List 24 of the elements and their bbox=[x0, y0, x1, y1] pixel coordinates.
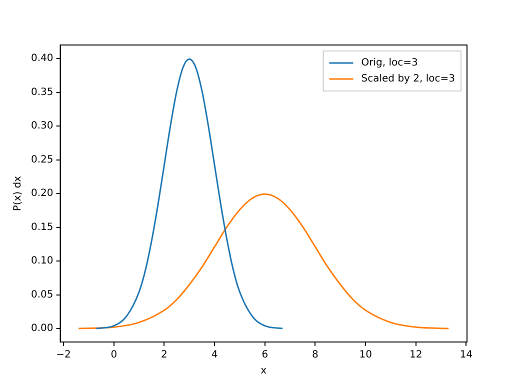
y-tick-label: 0.00 bbox=[31, 323, 54, 334]
x-tick-label: 0 bbox=[110, 350, 118, 361]
x-axis-title: x bbox=[260, 366, 267, 377]
line-series bbox=[78, 193, 450, 330]
x-tick-label: 8 bbox=[312, 350, 318, 361]
x-tick-label: 2 bbox=[161, 350, 168, 361]
x-tick-label: 6 bbox=[262, 350, 268, 361]
legend-label: Orig, loc=3 bbox=[361, 58, 418, 69]
x-tick-label: −2 bbox=[56, 350, 71, 361]
y-tick-label: 0.40 bbox=[31, 53, 54, 64]
y-tick-label: 0.35 bbox=[31, 86, 54, 98]
y-tick-label: 0.05 bbox=[31, 289, 54, 300]
y-tick-label: 0.20 bbox=[31, 188, 54, 200]
x-tick-label: 14 bbox=[460, 350, 473, 361]
y-tick-label: 0.30 bbox=[31, 120, 54, 132]
x-tick-label: 10 bbox=[359, 350, 372, 361]
y-tick-label: 0.10 bbox=[31, 256, 54, 267]
y-tick-label: 0.25 bbox=[31, 154, 54, 166]
line-series bbox=[96, 58, 284, 330]
x-tick-label: 4 bbox=[211, 350, 218, 361]
x-tick-label: 12 bbox=[410, 350, 422, 361]
y-tick-label: 0.15 bbox=[31, 222, 54, 233]
y-axis-title: P(x) dx bbox=[12, 176, 24, 212]
legend-label: Scaled by 2, loc=3 bbox=[361, 74, 456, 85]
